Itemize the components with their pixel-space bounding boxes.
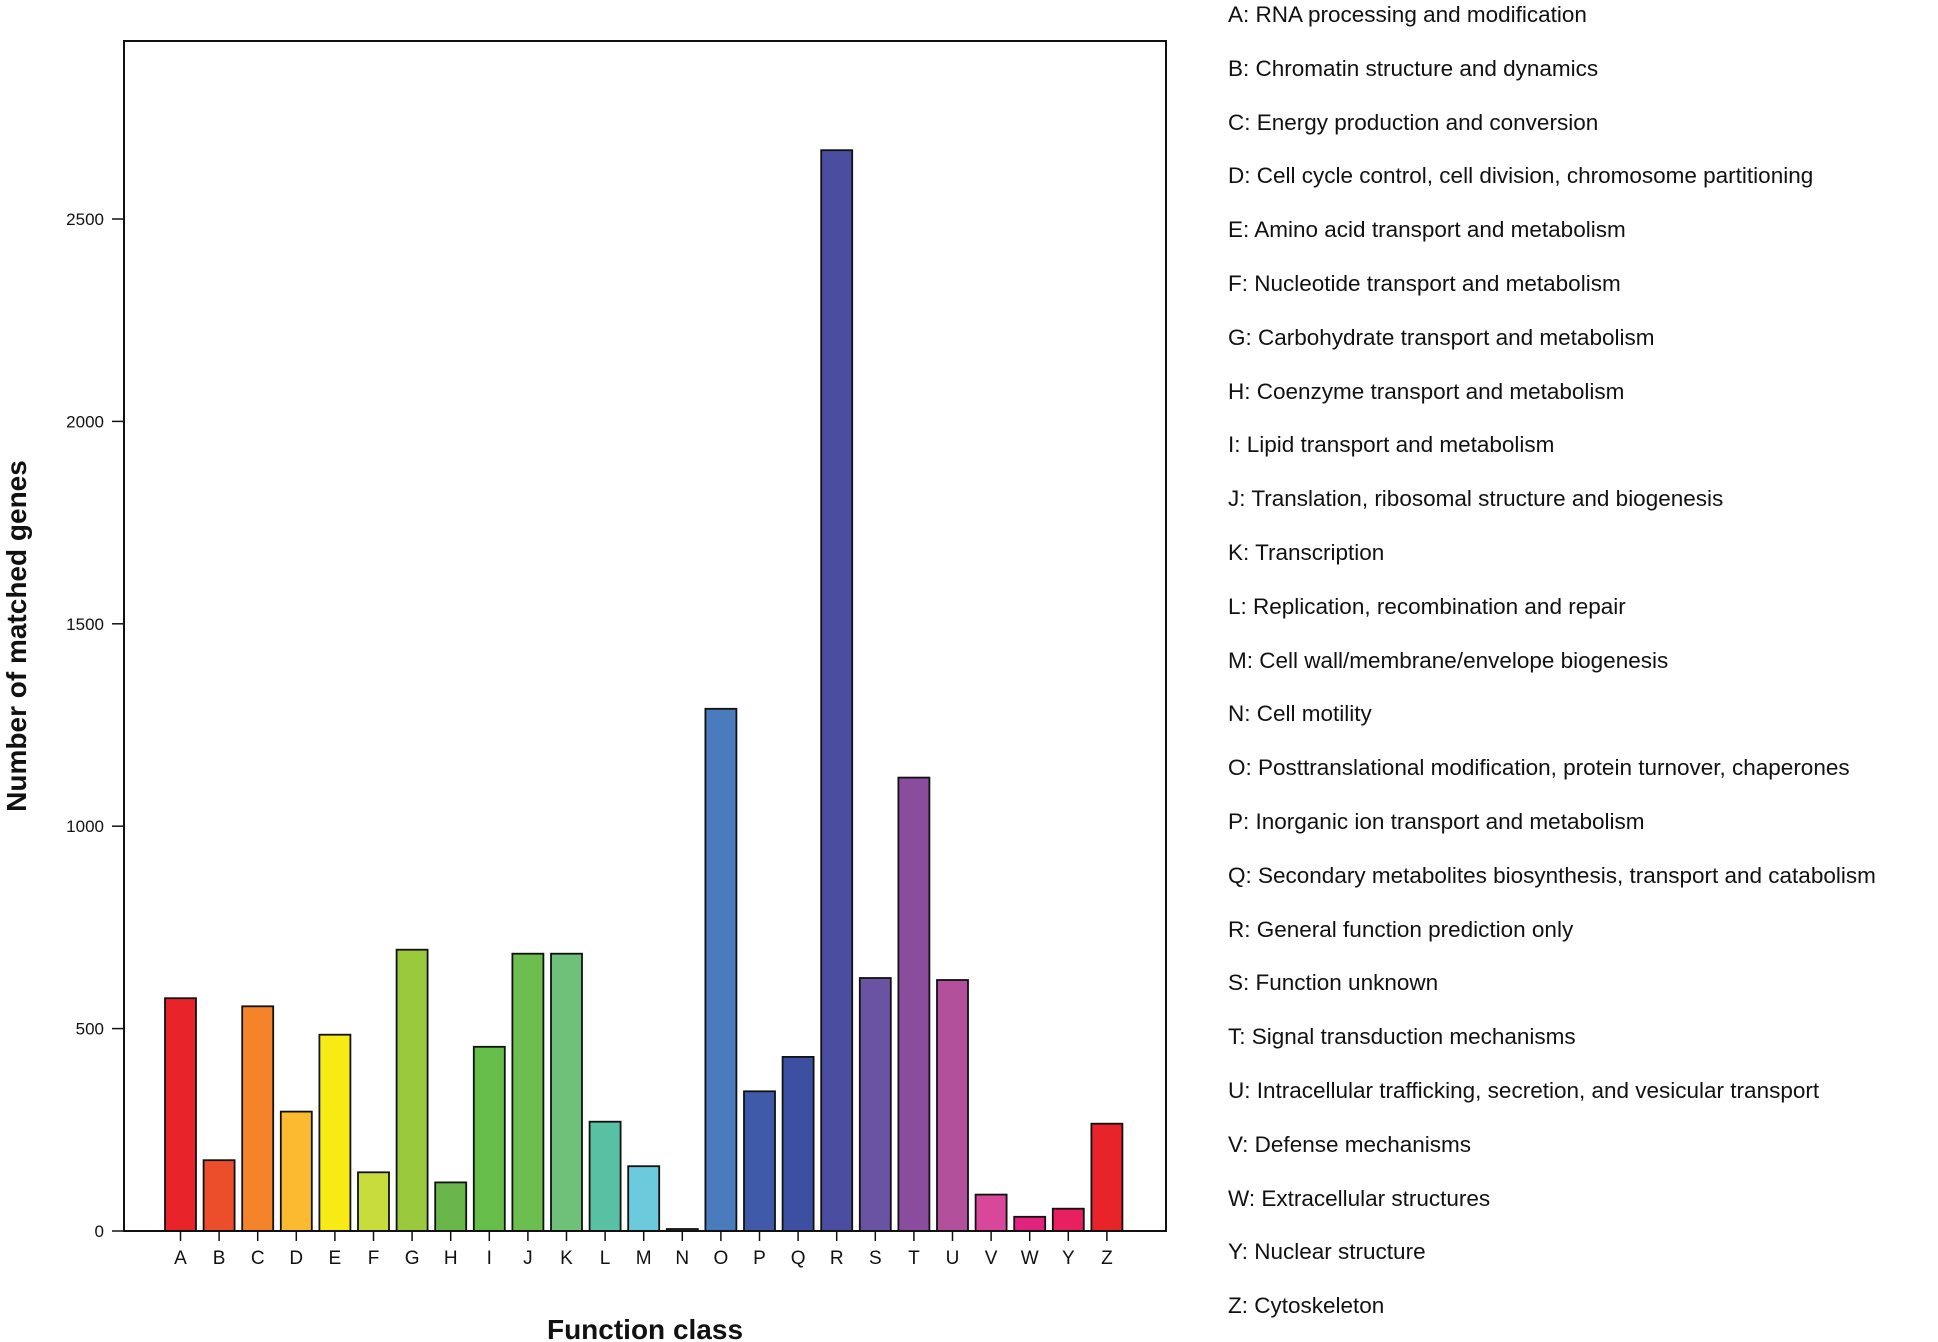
legend-item: W: Extracellular structures	[1228, 1185, 1491, 1211]
bar-G	[395, 948, 429, 1232]
y-axis-ticks: 0 500 1000 1500 2000 2500	[66, 210, 124, 1241]
bar-K	[550, 952, 583, 1232]
bar-J	[511, 952, 545, 1232]
x-tick-label-J: J	[523, 1248, 533, 1269]
x-tick-label-L: L	[600, 1248, 611, 1269]
y-tick-label: 2500	[66, 210, 104, 229]
legend-item: B: Chromatin structure and dynamics	[1228, 55, 1599, 81]
x-tick-label-K: K	[560, 1248, 573, 1269]
x-axis-title: Function class	[547, 1314, 743, 1342]
x-tick-label-I: I	[487, 1248, 492, 1269]
legend-item: A: RNA processing and modification	[1228, 2, 1587, 27]
legend-item: G: Carbohydrate transport and metabolism	[1228, 324, 1655, 350]
x-tick-label-B: B	[213, 1248, 226, 1269]
y-tick-label: 2000	[66, 412, 104, 431]
legend-item: F: Nucleotide transport and metabolism	[1228, 271, 1621, 296]
x-tick-label-S: S	[869, 1248, 882, 1269]
x-tick-label-W: W	[1021, 1248, 1039, 1269]
x-tick-label-Z: Z	[1101, 1248, 1113, 1269]
x-tick-label-Q: Q	[791, 1248, 806, 1269]
y-tick-label: 1500	[66, 615, 104, 634]
legend-item: P: Inorganic ion transport and metabolis…	[1228, 809, 1645, 834]
legend-item: Z: Cytoskeleton	[1228, 1293, 1385, 1319]
legend-item: U: Intracellular trafficking, secretion,…	[1228, 1078, 1820, 1103]
legend-item: J: Translation, ribosomal structure and …	[1228, 486, 1724, 512]
bar-T	[897, 776, 931, 1232]
legend-item: O: Posttranslational modification, prote…	[1228, 755, 1850, 781]
legend-item: Y: Nuclear structure	[1228, 1239, 1426, 1265]
legend-item: C: Energy production and conversion	[1228, 109, 1599, 135]
x-tick-label-T: T	[908, 1248, 920, 1269]
x-tick-label-O: O	[714, 1248, 729, 1269]
x-tick-label-C: C	[251, 1248, 265, 1269]
bar-I	[472, 1045, 506, 1232]
bar-V	[974, 1193, 1008, 1232]
bar-Z	[1090, 1122, 1124, 1232]
x-tick-label-M: M	[636, 1248, 652, 1269]
x-tick-label-A: A	[174, 1248, 187, 1269]
legend-item: Q: Secondary metabolites biosynthesis, t…	[1228, 862, 1876, 888]
legend-item: D: Cell cycle control, cell division, ch…	[1228, 163, 1814, 189]
bars-group	[164, 149, 1124, 1232]
legend-item: I: Lipid transport and metabolism	[1228, 432, 1555, 458]
x-tick-label-E: E	[329, 1248, 342, 1269]
bar-Q	[781, 1056, 815, 1232]
legend-item: T: Signal transduction mechanisms	[1228, 1024, 1576, 1050]
bar-F	[357, 1171, 390, 1232]
legend-item: N: Cell motility	[1228, 701, 1372, 727]
x-tick-label-G: G	[405, 1248, 420, 1269]
x-tick-label-R: R	[830, 1248, 844, 1269]
x-tick-label-U: U	[946, 1248, 960, 1269]
legend-item: K: Transcription	[1228, 540, 1385, 565]
x-tick-label-Y: Y	[1062, 1248, 1075, 1269]
legend-item: H: Coenzyme transport and metabolism	[1228, 378, 1625, 404]
bar-L	[588, 1120, 622, 1232]
bar-W	[1013, 1215, 1047, 1232]
y-tick-label: 500	[76, 1020, 104, 1039]
x-tick-label-V: V	[985, 1248, 998, 1269]
x-tick-label-N: N	[675, 1248, 689, 1269]
legend-item: E: Amino acid transport and metabolism	[1228, 217, 1626, 243]
bar-H	[434, 1181, 468, 1232]
bar-A	[164, 997, 197, 1232]
y-tick-label: 0	[95, 1222, 104, 1241]
bar-M	[627, 1165, 661, 1232]
x-tick-label-H: H	[444, 1248, 458, 1269]
legend-item: V: Defense mechanisms	[1228, 1131, 1472, 1157]
bar-R	[820, 149, 854, 1232]
bar-Y	[1051, 1207, 1085, 1232]
bar-U	[936, 979, 969, 1232]
bar-B	[202, 1159, 236, 1232]
plot-frame	[123, 40, 1167, 1232]
bar-O	[704, 707, 738, 1232]
legend-item: L: Replication, recombination and repair	[1228, 593, 1626, 619]
bar-C	[241, 1005, 275, 1232]
bar-S	[858, 977, 892, 1232]
legend-item: R: General function prediction only	[1228, 916, 1574, 942]
bar-P	[743, 1090, 776, 1232]
legend-item: M: Cell wall/membrane/envelope biogenesi…	[1228, 647, 1669, 673]
x-tick-label-P: P	[753, 1248, 766, 1269]
bar-E	[318, 1033, 352, 1232]
legend-item: S: Function unknown	[1228, 970, 1439, 996]
x-tick-label-F: F	[368, 1248, 380, 1269]
y-tick-label: 1000	[66, 817, 104, 836]
bar-D	[279, 1110, 313, 1232]
y-axis-title: Number of matched genes	[1, 460, 32, 812]
x-tick-label-D: D	[289, 1248, 303, 1269]
